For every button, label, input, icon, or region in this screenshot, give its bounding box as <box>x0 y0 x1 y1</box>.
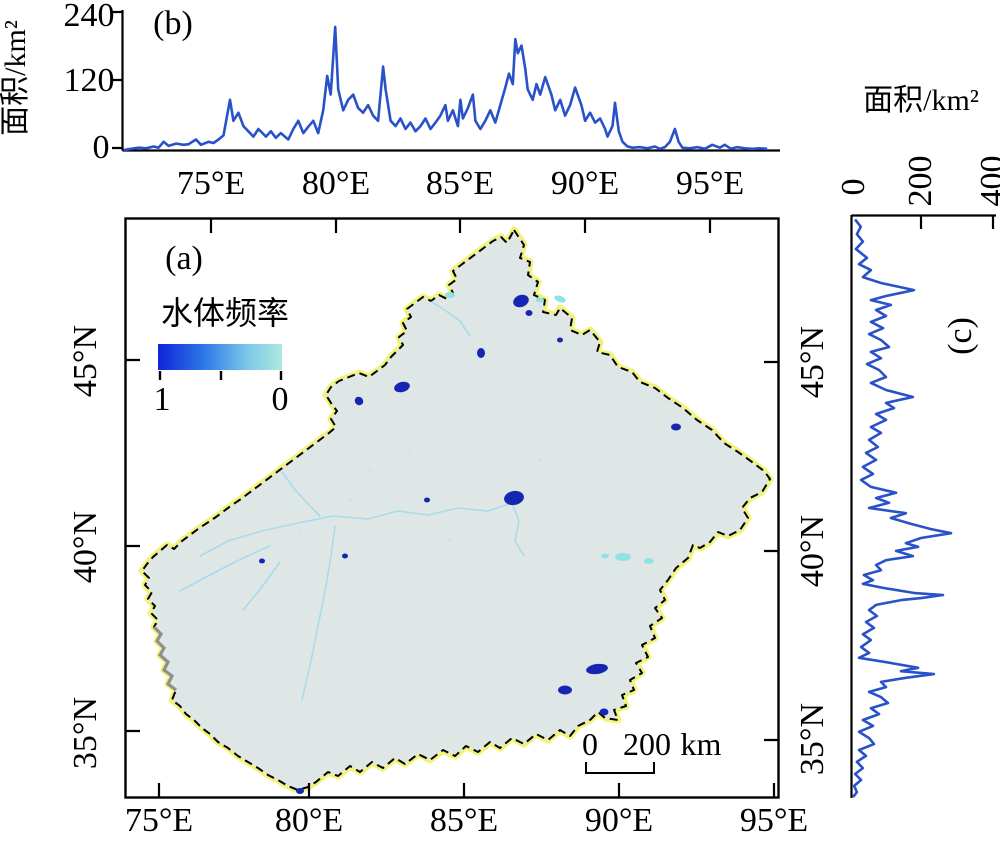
map-frame <box>124 217 780 799</box>
water-speck <box>578 518 582 522</box>
map-xtick-85E: 85°E <box>429 802 499 839</box>
panel-c-axes <box>850 214 996 798</box>
water-speck <box>408 448 412 452</box>
legend-colorbar <box>158 344 282 370</box>
water-speck <box>298 528 302 532</box>
water-speck <box>448 538 452 542</box>
water-speck <box>498 558 502 562</box>
panel-c-line-chart <box>851 218 953 798</box>
lake-dark <box>259 558 265 564</box>
map-region-boundary <box>141 229 771 791</box>
panel-b-xtick-95E: 95°E <box>675 165 745 202</box>
lake-dark <box>342 553 348 559</box>
lake-dark <box>586 663 608 675</box>
water-speck <box>418 598 422 602</box>
river-line <box>301 525 336 701</box>
lake-dark <box>296 788 304 794</box>
river-line <box>511 502 525 557</box>
panel-b-y-axis-title: 面积/km² <box>0 20 32 136</box>
water-speck <box>378 638 382 642</box>
panel-b-line-chart <box>123 25 768 152</box>
panel-b-ytick-240: 240 <box>63 0 115 34</box>
lake-light <box>536 297 544 303</box>
scalebar-bracket <box>585 762 655 774</box>
water-speck <box>558 618 562 622</box>
panel-b-ytick-0: 0 <box>92 129 110 166</box>
river-line <box>179 545 271 592</box>
lake-dark <box>354 396 364 406</box>
water-speck <box>478 418 482 422</box>
panel-b-label: (b) <box>153 5 193 42</box>
legend-tick-0: 0 <box>271 381 289 418</box>
lake-dark <box>558 685 572 695</box>
panel-b-series <box>123 25 768 152</box>
water-speck <box>358 578 362 582</box>
water-speck <box>598 598 602 602</box>
water-speck <box>368 468 372 472</box>
lake-dark <box>394 381 410 393</box>
water-speck <box>618 478 622 482</box>
map-panel-label: (a) <box>165 240 203 277</box>
water-speck <box>638 518 642 522</box>
panel-b-xtick-75E: 75°E <box>176 165 246 202</box>
river-line <box>242 561 281 611</box>
lake-light <box>601 553 609 559</box>
legend-colorbar-ticks <box>158 371 283 380</box>
lake-dark <box>504 490 524 506</box>
map-ytick-left-45N: 45°N <box>67 324 104 398</box>
river-line <box>199 502 513 557</box>
scalebar-zero: 0 <box>582 726 598 762</box>
river-line <box>281 471 321 517</box>
panel-c-xtick-400: 400 <box>974 155 1000 207</box>
map-ticks <box>126 219 778 797</box>
map-xtick-80E: 80°E <box>274 802 344 839</box>
lake-dark <box>525 310 533 316</box>
panel-c-xtick-200: 200 <box>902 155 939 207</box>
water-speck <box>348 498 352 502</box>
map-xtick-75E: 75°E <box>124 802 194 839</box>
panel-b-xtick-85E: 85°E <box>425 165 495 202</box>
panel-c-value-axis-title: 面积/km² <box>863 84 979 117</box>
lake-dark <box>671 423 681 431</box>
map-region-group <box>138 226 774 794</box>
scalebar-distance: 200 <box>623 726 671 762</box>
lake-light <box>615 553 631 561</box>
lake-dark <box>557 337 563 343</box>
panel-c-label: (c) <box>942 317 979 355</box>
map-ytick-right-40N: 40°N <box>794 514 831 588</box>
map-xtick-95E: 95°E <box>739 802 809 839</box>
panel-b-ytick-120: 120 <box>63 62 115 99</box>
panel-c-series <box>851 218 953 798</box>
map-ytick-right-35N: 35°N <box>794 702 831 776</box>
map-ytick-left-40N: 40°N <box>67 510 104 584</box>
map-xtick-90E: 90°E <box>584 802 654 839</box>
panel-c-xtick-0: 0 <box>835 178 872 196</box>
lake-light <box>644 558 654 564</box>
lake-dark <box>477 348 485 358</box>
lake-light <box>554 295 566 303</box>
map-ytick-right-45N: 45°N <box>794 325 831 399</box>
lake-light <box>445 292 455 298</box>
panel-b-xtick-90E: 90°E <box>550 165 620 202</box>
legend-tick-1: 1 <box>153 381 171 418</box>
legend-title: 水体频率 <box>160 295 290 331</box>
map-disputed-boundary <box>152 625 177 692</box>
panel-b-axes <box>112 10 780 152</box>
map-ytick-left-35N: 35°N <box>67 696 104 770</box>
scalebar-unit: km <box>680 726 722 762</box>
lake-dark <box>599 708 609 716</box>
water-speck <box>538 458 542 462</box>
lake-dark <box>424 497 430 503</box>
panel-b-xtick-80E: 80°E <box>301 165 371 202</box>
river-line <box>431 301 471 337</box>
lake-dark <box>513 294 529 308</box>
